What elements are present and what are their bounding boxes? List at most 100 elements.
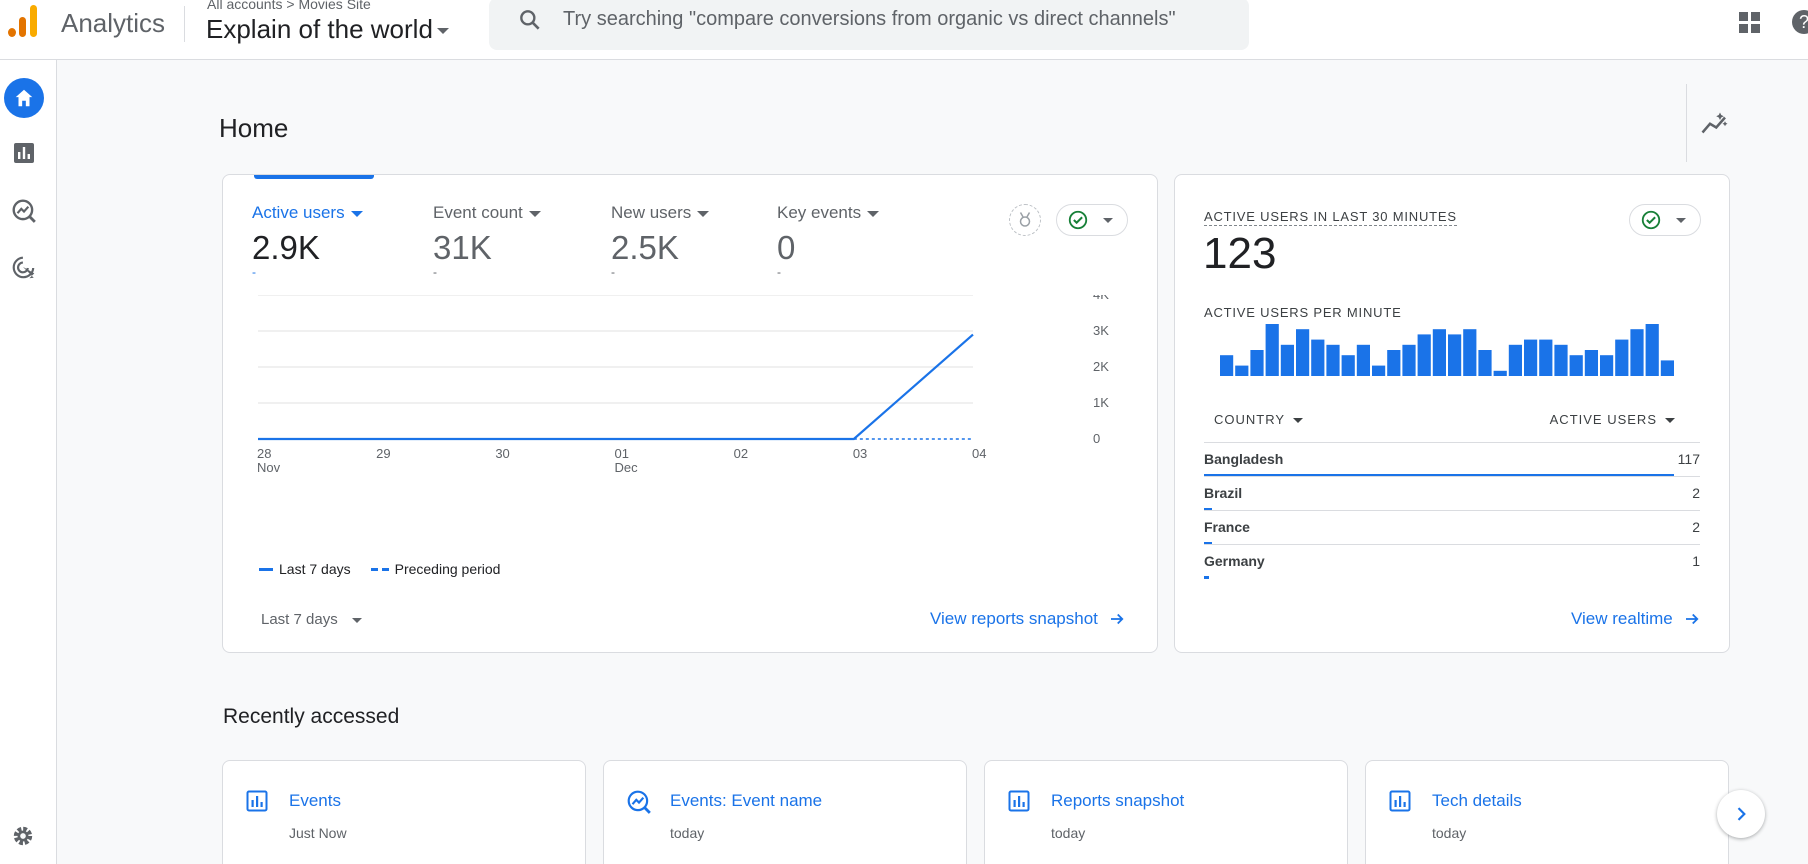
y-tick-label: 4K bbox=[1093, 295, 1109, 302]
minute-bar bbox=[1569, 355, 1583, 376]
country-name: Germany bbox=[1204, 553, 1265, 569]
recent-card-time: today bbox=[1432, 825, 1467, 841]
caret-down-icon bbox=[1676, 217, 1686, 223]
country-share-bar bbox=[1204, 474, 1674, 477]
recent-card-events-event-name[interactable]: Events: Event name today bbox=[603, 760, 967, 864]
column-header-active-users[interactable]: ACTIVE USERS bbox=[1550, 412, 1675, 427]
table-row[interactable]: Germany 1 bbox=[1204, 544, 1700, 579]
caret-down-icon bbox=[867, 210, 880, 217]
caret-down-icon bbox=[697, 210, 710, 217]
legend-previous: Preceding period bbox=[394, 561, 501, 577]
recent-card-tech-details[interactable]: Tech details today bbox=[1365, 760, 1729, 864]
x-tick-label: 03 bbox=[853, 446, 867, 461]
chevron-right-icon bbox=[1737, 807, 1746, 821]
divider bbox=[184, 6, 185, 42]
country-name: Brazil bbox=[1204, 485, 1243, 501]
caret-down-icon bbox=[1293, 418, 1304, 424]
breadcrumb[interactable]: All accounts > Movies Site bbox=[207, 0, 371, 12]
y-tick-label: 1K bbox=[1093, 395, 1109, 410]
x-tick-label: 01 bbox=[615, 446, 629, 461]
table-row[interactable]: France 2 bbox=[1204, 510, 1700, 545]
metric-active-users[interactable]: Active users 2.9K - bbox=[252, 203, 363, 278]
arrow-right-icon bbox=[1685, 613, 1699, 625]
metric-label: Event count bbox=[433, 203, 523, 222]
badge-icon[interactable] bbox=[1009, 204, 1041, 236]
recent-card-events[interactable]: Events Just Now bbox=[222, 760, 586, 864]
metric-value: 31K bbox=[433, 229, 492, 266]
breadcrumb-property[interactable]: Movies Site bbox=[298, 0, 371, 12]
country-share-bar bbox=[1204, 576, 1209, 579]
country-name: Bangladesh bbox=[1204, 451, 1284, 467]
analytics-logo-icon[interactable] bbox=[8, 5, 40, 37]
column-header-country[interactable]: COUNTRY bbox=[1214, 412, 1304, 427]
next-button[interactable] bbox=[1717, 790, 1765, 838]
view-realtime-link[interactable]: View realtime bbox=[1571, 609, 1701, 629]
metric-label: New users bbox=[611, 203, 692, 222]
property-name: Explain of the world bbox=[206, 14, 433, 44]
left-nav bbox=[0, 60, 57, 864]
caret-down-icon bbox=[350, 210, 363, 217]
metric-label: Key events bbox=[777, 203, 862, 222]
y-tick-label: 2K bbox=[1093, 359, 1109, 374]
minute-bar bbox=[1508, 344, 1522, 376]
property-selector[interactable]: Explain of the world bbox=[206, 14, 449, 45]
check-circle-icon bbox=[1641, 210, 1661, 230]
date-range-selector[interactable]: Last 7 days bbox=[261, 611, 362, 628]
realtime-title[interactable]: ACTIVE USERS IN LAST 30 MINUTES bbox=[1204, 209, 1457, 226]
recently-accessed-title: Recently accessed bbox=[223, 705, 400, 728]
country-users: 117 bbox=[1677, 451, 1700, 467]
nav-reports[interactable] bbox=[4, 133, 44, 173]
bar-chart-icon bbox=[246, 790, 268, 812]
recent-card-title: Events: Event name bbox=[670, 791, 823, 810]
minute-bar bbox=[1478, 350, 1492, 376]
nav-explore[interactable] bbox=[4, 191, 44, 231]
legend-dashed-swatch bbox=[370, 567, 389, 571]
caret-down-icon bbox=[351, 617, 362, 623]
x-tick-label: Dec bbox=[615, 460, 639, 475]
minute-bar bbox=[1630, 329, 1644, 376]
search-placeholder: Try searching "compare conversions from … bbox=[563, 8, 1176, 30]
metric-event-count[interactable]: Event count 31K - bbox=[433, 203, 541, 278]
recent-card-time: today bbox=[670, 825, 705, 841]
country-share-bar bbox=[1204, 508, 1213, 511]
x-tick-label: 02 bbox=[734, 446, 748, 461]
recent-card-title: Tech details bbox=[1432, 791, 1522, 810]
nav-home[interactable] bbox=[4, 78, 44, 118]
apps-grid-icon[interactable] bbox=[1738, 11, 1762, 35]
caret-down-icon bbox=[1103, 217, 1113, 223]
minute-bar bbox=[1432, 329, 1446, 376]
legend-solid-swatch bbox=[259, 567, 273, 571]
minute-bar bbox=[1493, 370, 1507, 376]
view-reports-snapshot-link[interactable]: View reports snapshot bbox=[930, 609, 1126, 629]
data-quality-button[interactable] bbox=[1629, 204, 1701, 236]
minute-bar bbox=[1524, 339, 1538, 376]
metric-new-users[interactable]: New users 2.5K - bbox=[611, 203, 710, 279]
minute-bar bbox=[1387, 350, 1401, 376]
metric-label: Active users bbox=[252, 203, 345, 222]
minute-bar bbox=[1280, 344, 1294, 376]
caret-down-icon bbox=[436, 28, 449, 35]
explore-icon bbox=[12, 199, 36, 223]
metric-key-events[interactable]: Key events 0 - bbox=[777, 203, 880, 278]
series-line bbox=[258, 333, 974, 441]
realtime-card: ACTIVE USERS IN LAST 30 MINUTES 123 ACTI… bbox=[1174, 174, 1730, 653]
recent-card-reports-snapshot[interactable]: Reports snapshot today bbox=[984, 760, 1348, 864]
column-label: COUNTRY bbox=[1214, 412, 1286, 427]
search-bar[interactable]: Try searching "compare conversions from … bbox=[489, 0, 1249, 50]
bar-chart-icon bbox=[1008, 790, 1030, 812]
help-icon[interactable]: ? bbox=[1792, 10, 1808, 34]
metric-change: - bbox=[611, 265, 615, 279]
app-name[interactable]: Analytics bbox=[61, 8, 166, 38]
breadcrumb-separator: > bbox=[286, 0, 295, 12]
recent-card-time: Just Now bbox=[289, 825, 347, 841]
minute-bar bbox=[1372, 365, 1386, 376]
caret-down-icon bbox=[528, 210, 541, 217]
table-row[interactable]: Brazil 2 bbox=[1204, 476, 1700, 511]
explore-icon bbox=[627, 790, 651, 814]
gear-icon[interactable] bbox=[10, 823, 36, 849]
breadcrumb-account[interactable]: All accounts bbox=[207, 0, 283, 12]
insights-icon[interactable] bbox=[1700, 110, 1730, 140]
data-quality-button[interactable] bbox=[1056, 204, 1128, 236]
table-row[interactable]: Bangladesh 117 bbox=[1204, 442, 1700, 477]
nav-advertising[interactable] bbox=[4, 248, 44, 288]
